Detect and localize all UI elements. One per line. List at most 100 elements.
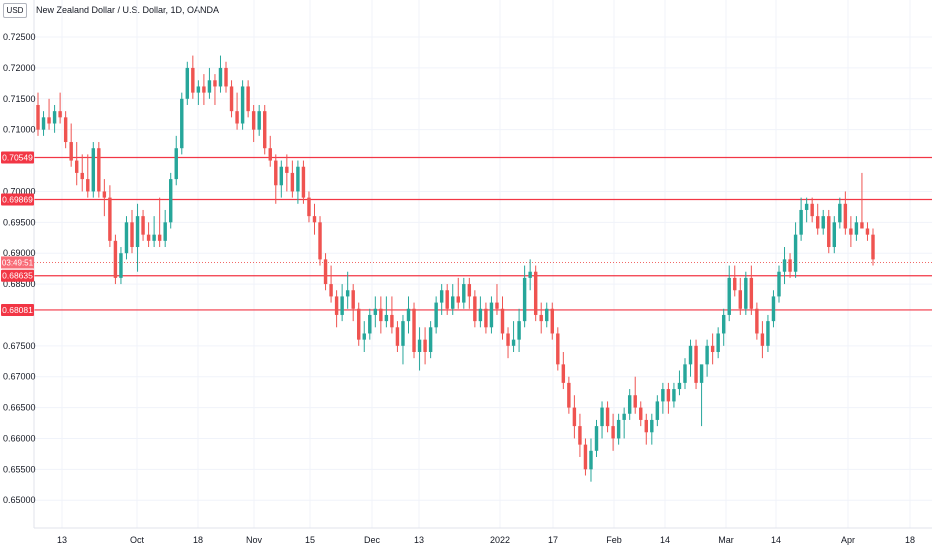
- candle-body: [666, 389, 671, 402]
- candle-body: [694, 345, 698, 383]
- candle-body: [572, 407, 577, 427]
- candle-body: [251, 111, 256, 130]
- candle-body: [91, 148, 96, 192]
- candle-body: [462, 284, 466, 303]
- candle-body: [157, 234, 162, 241]
- countdown-label: 03:49:51: [2, 258, 34, 267]
- candle-body: [650, 419, 654, 433]
- candle-body: [334, 296, 339, 315]
- candle-body: [727, 277, 731, 315]
- candle-body: [390, 314, 394, 328]
- candle-body: [782, 259, 787, 272]
- candle-body: [793, 234, 798, 272]
- candle-body: [86, 179, 90, 192]
- x-tick-label: Nov: [246, 535, 263, 545]
- level-label: 0.68081: [2, 305, 33, 315]
- y-tick-label: 0.66500: [3, 403, 36, 413]
- candle-body: [633, 395, 637, 408]
- candle-body: [611, 426, 615, 439]
- candle-body: [169, 179, 173, 223]
- y-tick-label: 0.70000: [3, 186, 36, 196]
- level-label: 0.68635: [2, 271, 33, 281]
- candle-body: [766, 321, 770, 346]
- candle-body: [74, 160, 79, 173]
- x-tick-label: 14: [660, 535, 670, 545]
- candle-body: [152, 234, 156, 241]
- price-axis[interactable]: 0.65000 0.65500 0.66000 0.66500 0.67000 0.675…: [3, 0, 36, 528]
- candle-body: [102, 191, 107, 198]
- candle-body: [229, 86, 234, 112]
- candle-body: [329, 284, 333, 297]
- level-label-box: [1, 193, 34, 206]
- x-tick-label: Dec: [364, 535, 381, 545]
- currency-label[interactable]: USD: [3, 3, 27, 18]
- candle-body: [213, 80, 217, 87]
- candle-body: [871, 234, 875, 260]
- candle-body: [644, 419, 648, 433]
- candle-body: [279, 166, 284, 186]
- candle-body: [705, 345, 709, 365]
- candle-body: [80, 172, 84, 180]
- candle-body: [760, 333, 765, 346]
- candle-body: [749, 277, 754, 309]
- x-tick-label: 17: [548, 535, 558, 545]
- level-label-box: [1, 269, 34, 282]
- horizontal-levels[interactable]: [34, 156, 932, 311]
- candle-body: [357, 308, 361, 340]
- candle-body: [146, 234, 151, 241]
- x-tick-label: Feb: [606, 535, 622, 545]
- candle-body: [368, 314, 372, 334]
- candle-body: [556, 333, 560, 365]
- candle-body: [41, 117, 46, 130]
- candle-body: [63, 117, 68, 143]
- candle-body: [832, 222, 837, 248]
- candle-body: [478, 308, 483, 322]
- candle-body: [207, 80, 212, 93]
- candle-body: [58, 111, 62, 118]
- x-tick-label: Mar: [718, 535, 734, 545]
- candle-body: [141, 216, 145, 235]
- candle-body: [124, 222, 129, 254]
- candle-body: [379, 308, 383, 322]
- x-tick-label: 13: [57, 535, 67, 545]
- candle-body: [578, 426, 582, 445]
- y-tick-label: 0.72500: [3, 32, 36, 42]
- x-tick-label: 18: [905, 535, 915, 545]
- candle-body: [401, 321, 405, 346]
- candle-body: [533, 271, 538, 315]
- y-tick-label: 0.66000: [3, 433, 36, 443]
- candle-body: [777, 271, 781, 297]
- candle-body: [860, 222, 864, 229]
- candle-body: [744, 277, 748, 309]
- candle-body: [434, 302, 438, 328]
- candle-body: [821, 216, 825, 229]
- candle-body: [417, 339, 422, 352]
- candle-body: [290, 172, 295, 192]
- candle-body: [47, 117, 51, 124]
- candle-body: [849, 228, 853, 235]
- candle-body: [843, 203, 848, 229]
- candle-body: [655, 401, 660, 420]
- candle-body: [528, 271, 532, 278]
- candle-body: [710, 345, 715, 352]
- candle-body: [235, 111, 239, 124]
- candle-body: [639, 407, 643, 420]
- candle-body: [827, 216, 831, 248]
- candle-body: [594, 426, 599, 451]
- candle-body: [351, 290, 355, 309]
- candle-body: [561, 364, 566, 383]
- x-tick-label: Apr: [841, 535, 855, 545]
- candle-body: [495, 302, 499, 309]
- candle-body: [323, 259, 328, 285]
- time-axis[interactable]: 13 Oct 18 Nov 15 Dec 13 2022 17 Feb 14 Mar 14 Apr 18: [34, 527, 932, 545]
- candle-body: [589, 450, 593, 470]
- candle-body: [451, 296, 455, 309]
- candle-body: [661, 389, 665, 402]
- candle-body: [799, 209, 803, 235]
- candle-body: [263, 111, 267, 149]
- candle-body: [395, 327, 400, 346]
- candle-body: [622, 413, 626, 420]
- candle-body: [683, 364, 687, 383]
- candle-body: [218, 67, 223, 87]
